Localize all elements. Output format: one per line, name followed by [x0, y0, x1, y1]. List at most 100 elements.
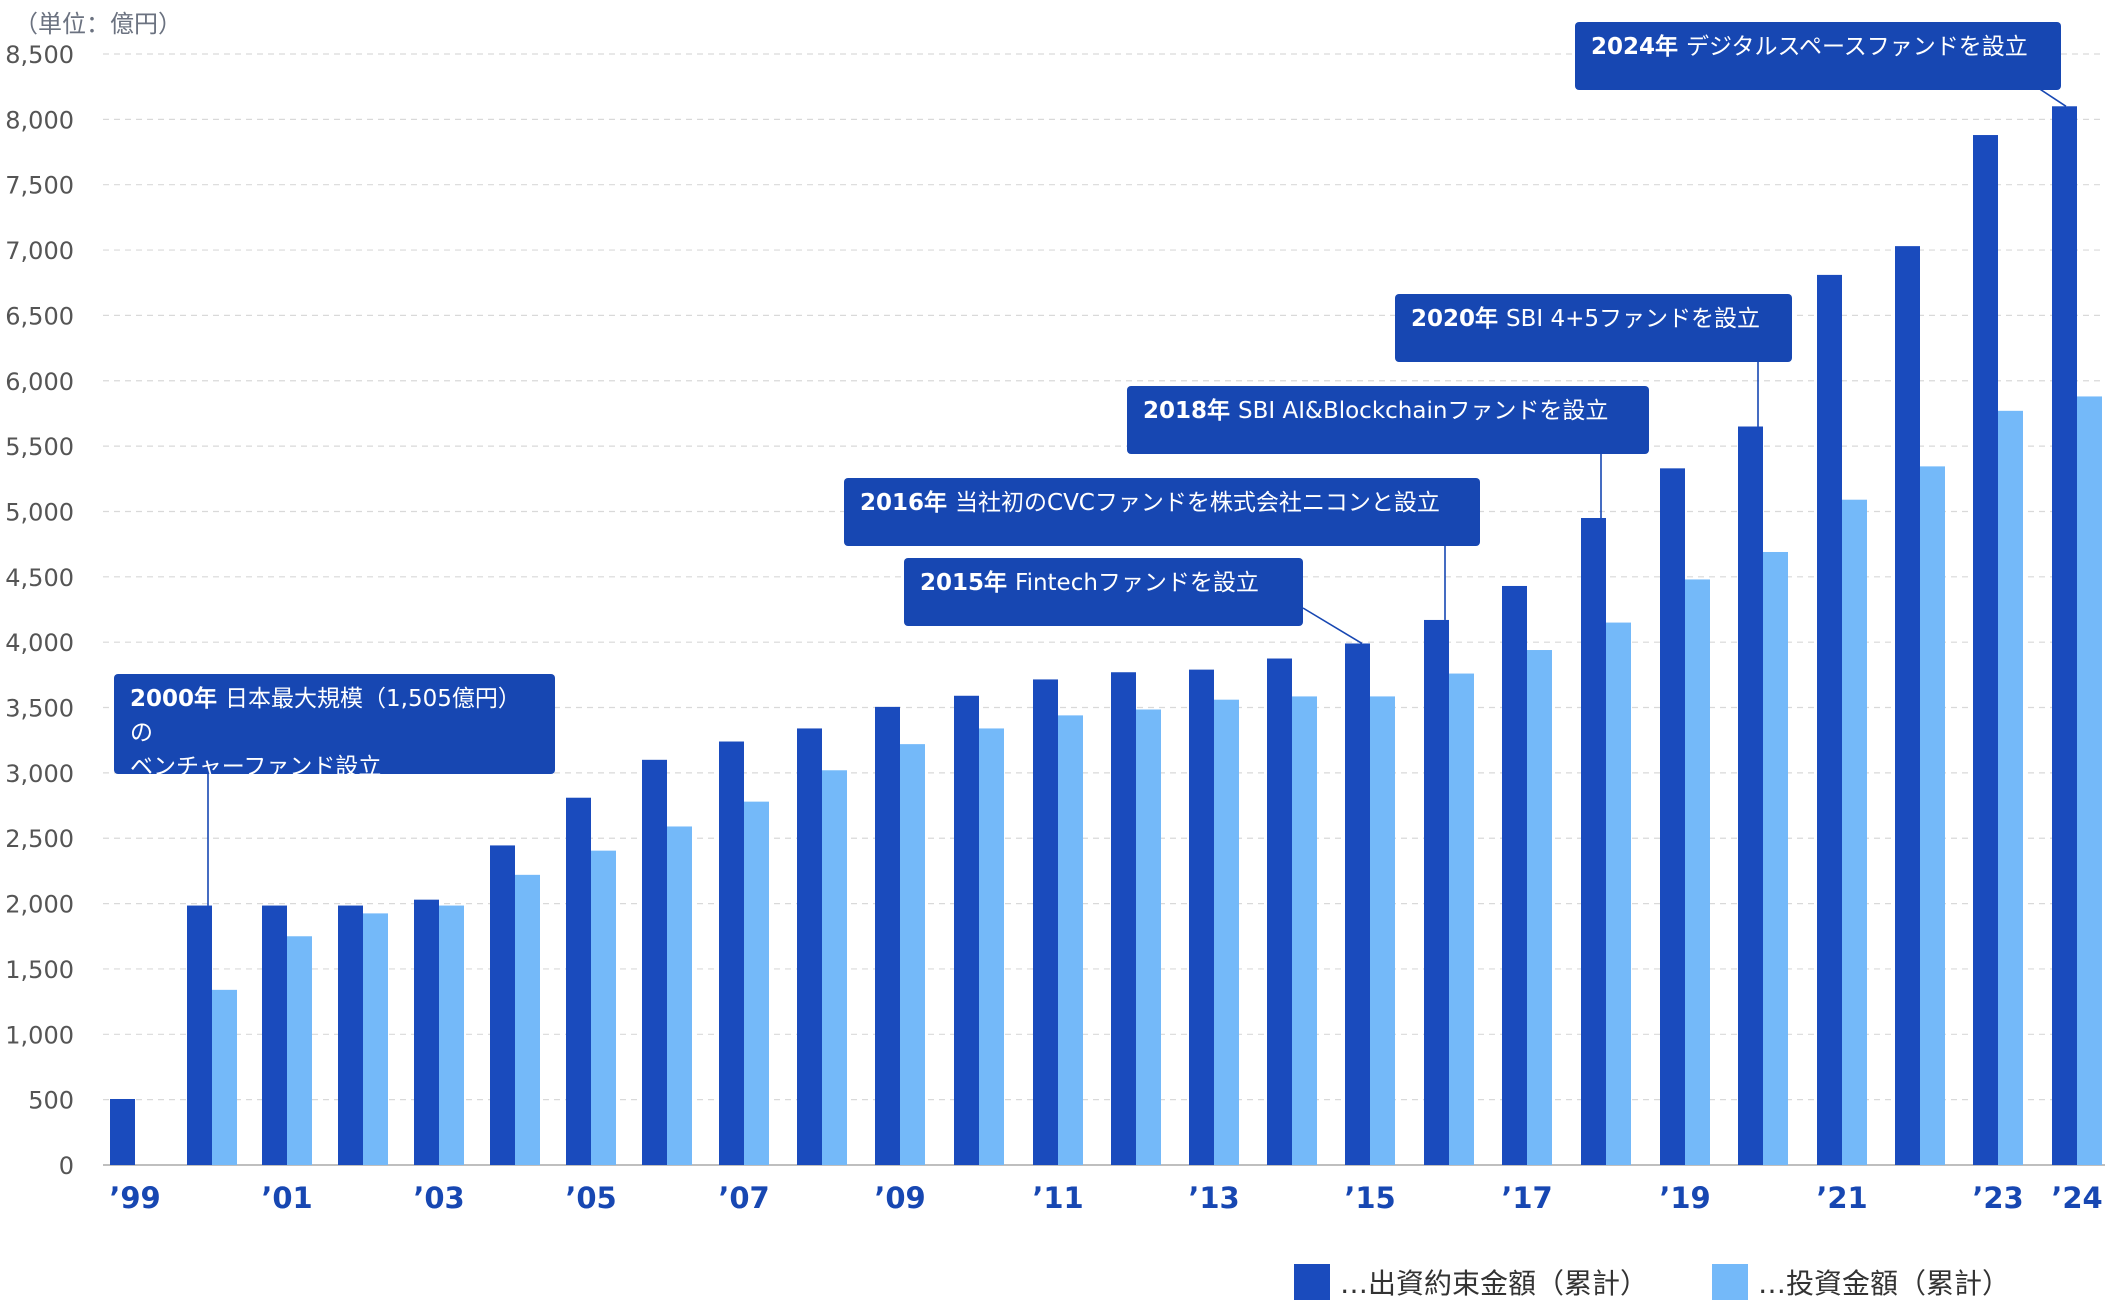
bar-commitment	[338, 905, 363, 1165]
y-tick-label: 8,500	[5, 41, 74, 69]
bar-commitment	[719, 741, 744, 1165]
y-tick-label: 7,500	[5, 172, 74, 200]
bar-investment	[2077, 396, 2102, 1165]
bar-commitment	[1111, 672, 1136, 1165]
bar-commitment	[1738, 426, 1763, 1165]
legend-label-commitment: …出資約束金額（累計）	[1340, 1267, 1649, 1300]
bar-investment	[1449, 673, 1474, 1165]
x-tick-label: ’13	[1188, 1181, 1239, 1215]
bar-investment	[979, 728, 1004, 1165]
bar-commitment	[1502, 585, 1527, 1165]
bar-commitment	[1189, 669, 1214, 1165]
bar-commitment	[566, 797, 591, 1165]
bar-investment	[1292, 696, 1317, 1165]
legend-item-commitment: …出資約束金額（累計）	[1294, 1262, 1648, 1302]
y-tick-label: 6,000	[5, 368, 74, 396]
bar-investment	[1842, 499, 1867, 1166]
y-axis-tick-labels: 0 500 1,000 1,500 2,000 2,500 3,000 3,500 4,000 4…	[5, 41, 74, 1180]
annotation-callout: 2000年 日本最大規模（1,505億円）の ベンチャーファンド設立	[114, 674, 555, 780]
y-tick-label: 5,500	[5, 433, 74, 461]
bar-commitment	[1660, 468, 1685, 1165]
bar-investment	[1998, 410, 2023, 1166]
y-tick-label: 3,000	[5, 760, 74, 788]
y-tick-label: 4,000	[5, 629, 74, 657]
x-tick-label: ’24	[2051, 1181, 2102, 1215]
x-tick-label: ’17	[1501, 1181, 1552, 1215]
annotation-callout: 2020年 SBI 4+5ファンドを設立	[1395, 294, 1792, 362]
y-tick-label: 2,500	[5, 825, 74, 853]
x-tick-label: ’01	[261, 1181, 312, 1215]
callout-leader-line	[1302, 607, 1363, 645]
y-tick-label: 0	[59, 1152, 74, 1180]
legend-swatch-investment	[1712, 1264, 1748, 1300]
annotation-year: 2020年	[1411, 306, 1499, 332]
annotation-text: SBI AI&Blockchainファンドを設立	[1238, 398, 1609, 424]
y-tick-label: 8,000	[5, 106, 74, 134]
bar-commitment	[262, 905, 287, 1165]
x-tick-label: ’05	[565, 1181, 616, 1215]
legend-label-investment: …投資金額（累計）	[1758, 1267, 2011, 1300]
annotation-year: 2016年	[860, 490, 948, 516]
bar-commitment	[2052, 106, 2077, 1166]
unit-label: （単位：億円）	[14, 10, 182, 38]
bar-investment	[1527, 650, 1552, 1165]
y-tick-label: 6,500	[5, 302, 74, 330]
x-tick-label: ’99	[109, 1181, 160, 1215]
y-tick-label: 2,000	[5, 891, 74, 919]
y-tick-label: 1,000	[5, 1021, 74, 1049]
bar-investment	[591, 850, 616, 1165]
y-tick-label: 3,500	[5, 695, 74, 723]
bar-commitment	[1973, 135, 1998, 1166]
bar-commitment	[1895, 246, 1920, 1166]
annotation-year: 2018年	[1143, 398, 1231, 424]
bar-commitment	[1267, 658, 1292, 1165]
annotation-callout: 2024年 デジタルスペースファンドを設立	[1575, 22, 2061, 90]
annotation-callout: 2016年 当社初のCVCファンドを株式会社ニコンと設立	[844, 478, 1480, 546]
bar-commitment	[642, 759, 667, 1165]
annotation-callout: 2015年 Fintechファンドを設立	[904, 558, 1303, 626]
annotation-year: 2024年	[1591, 34, 1679, 60]
annotation-text: SBI 4+5ファンドを設立	[1506, 306, 1761, 332]
annotation-text: デジタルスペースファンドを設立	[1686, 34, 2028, 60]
bar-commitment	[797, 728, 822, 1165]
annotation-year: 2000年	[130, 686, 218, 712]
bar-commitment	[875, 706, 900, 1165]
bar-commitment	[110, 1098, 135, 1165]
x-axis-tick-labels: ’99 ’01 ’03 ’05 ’07 ’09 ’11 ’13 ’15 ’17 ’19 ’21 ’23 ’…	[109, 1181, 2102, 1215]
x-tick-label: ’07	[718, 1181, 769, 1215]
bar-investment	[1136, 709, 1161, 1165]
y-tick-label: 1,500	[5, 956, 74, 984]
bar-investment	[515, 874, 540, 1165]
bar-commitment	[1033, 679, 1058, 1165]
x-tick-label: ’09	[874, 1181, 925, 1215]
bar-commitment	[1345, 643, 1370, 1165]
bar-commitment	[490, 845, 515, 1165]
bar-investment	[1606, 622, 1631, 1165]
bar-investment	[1685, 579, 1710, 1165]
annotation-year: 2015年	[920, 570, 1008, 596]
bar-investment	[363, 913, 388, 1165]
y-tick-label: 500	[28, 1087, 74, 1115]
bar-investment	[1763, 551, 1788, 1165]
x-tick-label: ’23	[1972, 1181, 2023, 1215]
x-tick-label: ’21	[1816, 1181, 1867, 1215]
bar-investment	[822, 770, 847, 1165]
y-tick-label: 7,000	[5, 237, 74, 265]
x-tick-label: ’03	[413, 1181, 464, 1215]
bar-commitment	[414, 899, 439, 1165]
legend-item-investment: …投資金額（累計）	[1712, 1262, 2010, 1302]
bars-layer	[110, 106, 2102, 1166]
x-tick-label: ’11	[1032, 1181, 1083, 1215]
x-tick-label: ’19	[1659, 1181, 1710, 1215]
annotation-callout: 2018年 SBI AI&Blockchainファンドを設立	[1127, 386, 1649, 454]
bar-commitment	[1424, 619, 1449, 1165]
bar-commitment	[1817, 274, 1842, 1165]
y-tick-label: 4,500	[5, 564, 74, 592]
annotation-text: 当社初のCVCファンドを株式会社ニコンと設立	[955, 490, 1440, 516]
legend-swatch-commitment	[1294, 1264, 1330, 1300]
bar-investment	[1370, 696, 1395, 1165]
bar-investment	[900, 744, 925, 1165]
annotation-text: 日本最大規模（1,505億円）の ベンチャーファンド設立	[130, 686, 521, 780]
bar-investment	[1920, 466, 1945, 1165]
